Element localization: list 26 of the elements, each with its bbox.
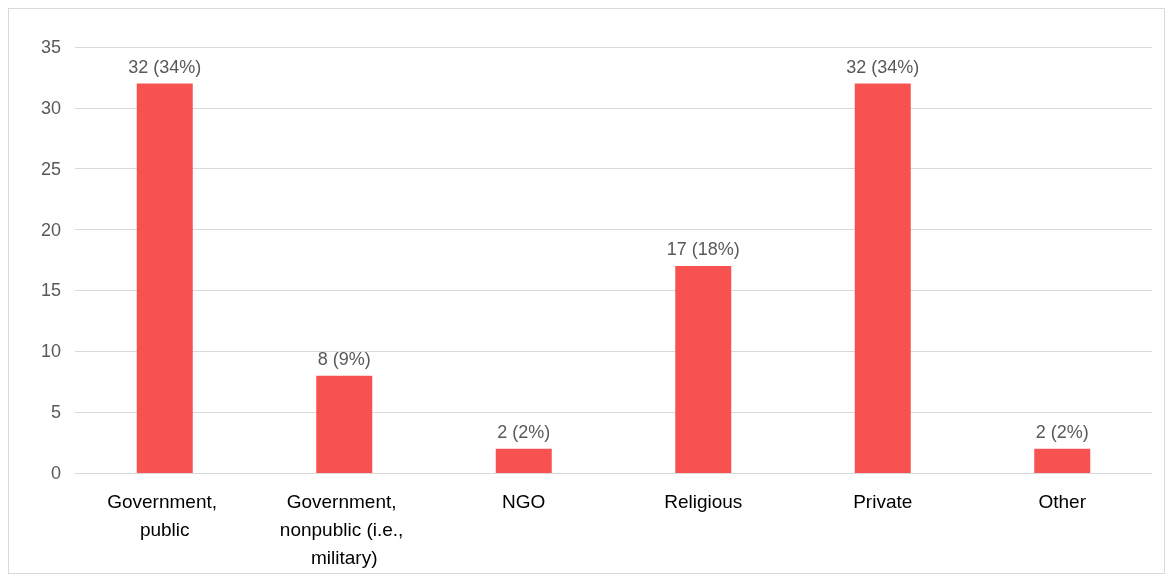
y-tick-label: 25 <box>40 158 61 179</box>
data-label: 17 (18%) <box>666 239 740 260</box>
bar <box>136 83 193 473</box>
bar <box>854 83 911 473</box>
data-label: 32 (34%) <box>128 56 202 77</box>
x-tick-label: Government, public <box>107 490 223 540</box>
x-tick-label: Government, nonpublic (i.e., military) <box>279 490 409 568</box>
data-label: 2 (2%) <box>1035 421 1089 442</box>
y-tick-label: 5 <box>50 402 61 423</box>
bar <box>675 266 732 473</box>
y-tick-label: 15 <box>40 280 61 301</box>
bar <box>316 375 373 473</box>
x-tick-label: Other <box>1038 490 1087 512</box>
data-label: 8 (9%) <box>317 348 371 369</box>
x-tick-label: Religious <box>664 490 743 512</box>
y-tick-label: 10 <box>40 341 61 362</box>
y-tick-label: 30 <box>40 97 61 118</box>
data-label: 32 (34%) <box>846 56 920 77</box>
data-label: 2 (2%) <box>497 421 551 442</box>
y-tick-label: 35 <box>40 37 61 57</box>
y-tick-label: 20 <box>40 219 61 240</box>
x-tick-label: Private <box>853 490 913 512</box>
bar <box>1034 448 1091 473</box>
bar <box>495 448 552 473</box>
x-tick-label: NGO <box>502 490 546 512</box>
y-tick-label: 0 <box>50 463 61 483</box>
